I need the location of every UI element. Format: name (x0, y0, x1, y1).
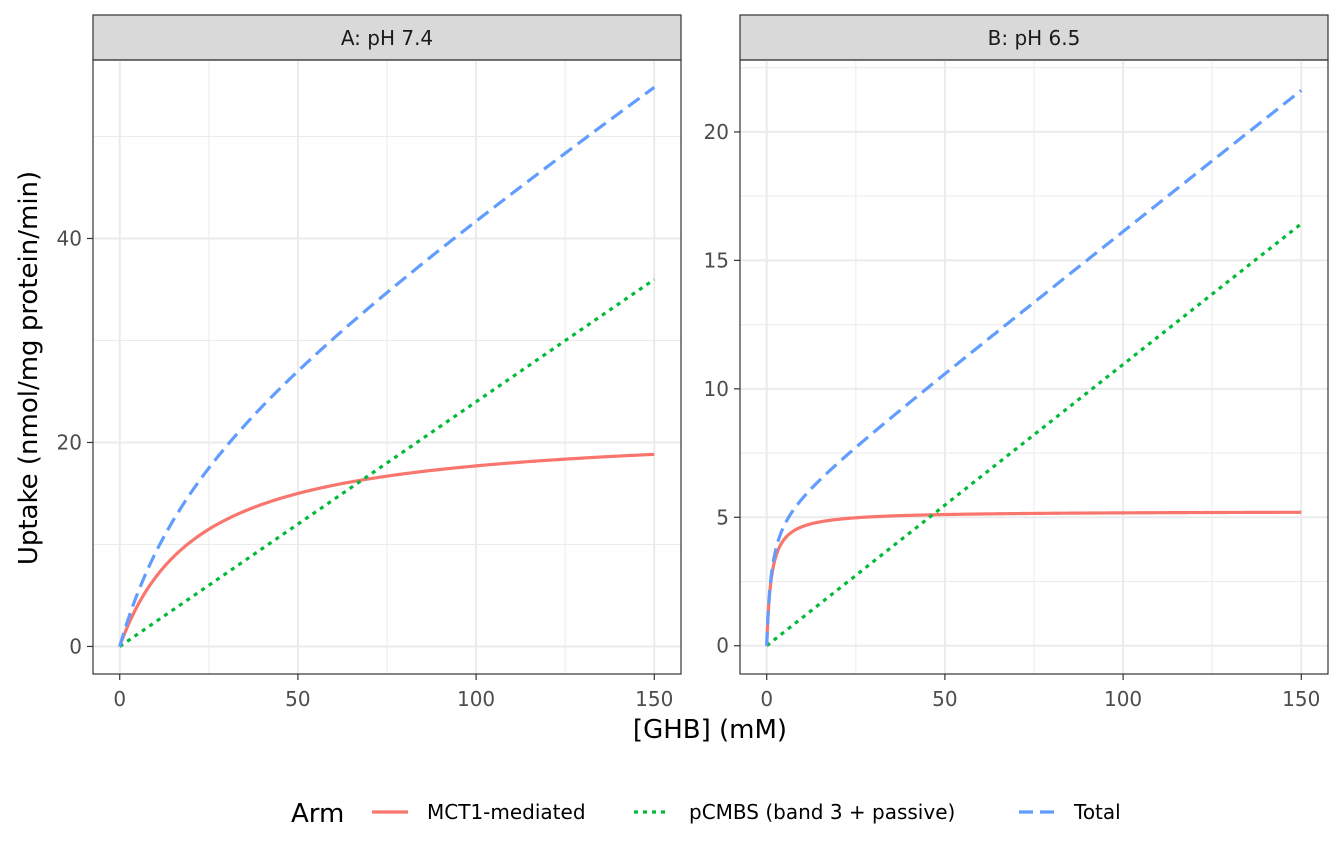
facet-strip-label: A: pH 7.4 (341, 26, 433, 50)
x-tick-label: 100 (457, 687, 495, 711)
panel-1: A: pH 7.4 0 50 100 150 0 20 40 (57, 14, 682, 711)
legend-label: MCT1-mediated (427, 800, 586, 824)
series-line-pcmbs-band-3-passive (765, 222, 1303, 648)
legend-items: MCT1-mediated pCMBS (band 3 + passive) Tot… (372, 800, 1121, 824)
y-tick-label: 40 (57, 226, 82, 250)
legend-label: pCMBS (band 3 + passive) (689, 800, 955, 824)
x-tick-label: 0 (113, 687, 126, 711)
x-tick-label: 0 (760, 687, 773, 711)
y-tick-label: 15 (704, 248, 729, 272)
panel-2: B: pH 6.5 0 50 100 150 0 5 10 15 20 (704, 14, 1329, 711)
facet-strip (92, 14, 682, 61)
y-axis-title: Uptake (nmol/mg protein/min) (14, 171, 44, 565)
legend-label: Total (1073, 800, 1121, 824)
y-tick-label: 20 (57, 430, 82, 454)
legend-item-total: Total (1019, 800, 1121, 824)
x-tick-label: 50 (285, 687, 310, 711)
x-axis-title: [GHB] (mM) (633, 715, 787, 745)
panel-border (739, 59, 1329, 675)
facet-strip-label: B: pH 6.5 (988, 26, 1081, 50)
y-tick-label: 10 (704, 377, 729, 401)
y-tick-label: 5 (716, 505, 729, 529)
y-tick-label: 0 (716, 634, 729, 658)
x-tick-label: 150 (1282, 687, 1320, 711)
facet-strip (739, 14, 1329, 61)
x-tick-label: 150 (635, 687, 673, 711)
legend: Arm MCT1-mediated pCMBS (band 3 + passive… (291, 799, 1121, 829)
series-line-total (765, 89, 1303, 648)
x-tick-label: 50 (932, 687, 957, 711)
legend-item-pcmbs-band-3-passive: pCMBS (band 3 + passive) (634, 800, 955, 824)
x-tick-label: 100 (1104, 687, 1142, 711)
series-line-mct1-mediated (118, 452, 655, 649)
panel-border (92, 59, 682, 675)
series-line-total (118, 86, 656, 649)
y-tick-label: 0 (69, 634, 82, 658)
y-tick-label: 20 (704, 120, 729, 144)
series-line-mct1-mediated (765, 510, 1302, 648)
series-line-pcmbs-band-3-passive (118, 278, 656, 649)
legend-title: Arm (291, 799, 344, 829)
legend-item-mct1-mediated: MCT1-mediated (372, 800, 586, 824)
